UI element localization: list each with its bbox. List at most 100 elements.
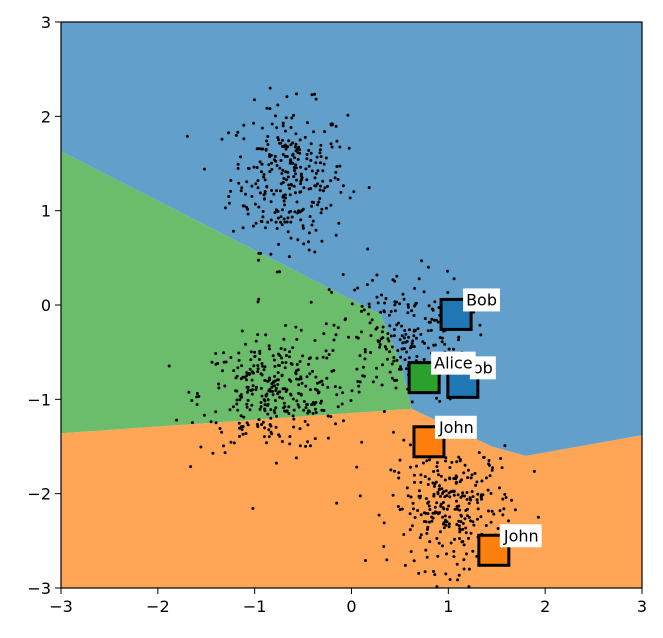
scatter-point bbox=[496, 527, 500, 530]
scatter-point bbox=[478, 323, 482, 327]
scatter-point bbox=[423, 475, 427, 479]
scatter-point bbox=[462, 543, 466, 547]
centroid-label: Alice bbox=[434, 354, 472, 373]
scatter-point bbox=[295, 363, 299, 366]
scatter-point bbox=[281, 138, 284, 142]
scatter-point bbox=[394, 386, 398, 390]
scatter-point bbox=[269, 218, 273, 222]
region-1 bbox=[61, 151, 412, 434]
scatter-point bbox=[389, 334, 393, 338]
decision-regions bbox=[61, 22, 642, 588]
scatter-point bbox=[469, 519, 473, 523]
scatter-point bbox=[466, 476, 470, 480]
scatter-point bbox=[321, 189, 325, 193]
scatter-point bbox=[458, 527, 462, 531]
scatter-point bbox=[421, 461, 425, 465]
scatter-point bbox=[315, 356, 319, 360]
scatter-point bbox=[439, 474, 443, 478]
scatter-point bbox=[412, 314, 416, 317]
scatter-point bbox=[441, 501, 445, 504]
scatter-point bbox=[289, 182, 293, 186]
scatter-point bbox=[259, 386, 263, 390]
scatter-point bbox=[387, 313, 391, 317]
scatter-point bbox=[267, 347, 271, 351]
scatter-point bbox=[438, 336, 442, 340]
scatter-point bbox=[347, 146, 351, 150]
scatter-point bbox=[461, 527, 465, 531]
scatter-point bbox=[418, 496, 422, 500]
scatter-point bbox=[307, 187, 311, 191]
scatter-point bbox=[491, 466, 495, 470]
scatter-point bbox=[293, 210, 297, 214]
scatter-point bbox=[195, 392, 199, 395]
scatter-point bbox=[299, 190, 303, 194]
scatter-point bbox=[376, 301, 380, 305]
scatter-point bbox=[245, 378, 248, 382]
scatter-point bbox=[273, 374, 277, 378]
scatter-point bbox=[245, 402, 249, 406]
scatter-point bbox=[222, 444, 225, 448]
scatter-point bbox=[398, 458, 402, 462]
scatter-point bbox=[427, 304, 431, 308]
scatter-point bbox=[465, 491, 469, 494]
scatter-point bbox=[487, 459, 491, 462]
scatter-point bbox=[285, 388, 289, 392]
scatter-point bbox=[246, 385, 250, 389]
scatter-point bbox=[249, 389, 253, 392]
scatter-point bbox=[536, 515, 540, 519]
scatter-point bbox=[310, 403, 314, 407]
scatter-point bbox=[318, 197, 322, 200]
scatter-point bbox=[237, 181, 241, 185]
scatter-point bbox=[388, 324, 392, 328]
centroid-label: ob bbox=[473, 358, 493, 377]
scatter-point bbox=[314, 411, 318, 414]
scatter-point bbox=[402, 438, 406, 442]
scatter-point bbox=[278, 189, 282, 193]
scatter-point bbox=[454, 480, 458, 484]
scatter-point bbox=[419, 332, 423, 336]
scatter-point bbox=[298, 427, 302, 431]
scatter-point bbox=[432, 494, 436, 498]
scatter-point bbox=[445, 552, 448, 556]
scatter-point bbox=[287, 405, 291, 409]
scatter-point bbox=[273, 411, 277, 415]
scatter-point bbox=[447, 525, 451, 529]
scatter-point bbox=[278, 395, 282, 399]
scatter-point bbox=[313, 250, 317, 254]
scatter-point bbox=[426, 512, 430, 516]
scatter-point bbox=[301, 354, 305, 358]
scatter-point bbox=[286, 230, 290, 234]
scatter-point bbox=[360, 330, 363, 334]
scatter-point bbox=[310, 200, 314, 204]
scatter-point bbox=[443, 514, 447, 518]
scatter-point bbox=[307, 248, 311, 252]
scatter-point bbox=[275, 189, 278, 193]
scatter-point bbox=[386, 332, 390, 336]
scatter-point bbox=[467, 585, 471, 588]
scatter-point bbox=[428, 458, 432, 462]
scatter-point bbox=[255, 166, 259, 169]
scatter-point bbox=[403, 329, 407, 332]
scatter-point bbox=[308, 388, 312, 392]
scatter-point bbox=[336, 178, 340, 181]
scatter-point bbox=[293, 156, 297, 160]
scatter-point bbox=[237, 358, 241, 362]
scatter-point bbox=[315, 381, 319, 385]
scatter-point bbox=[218, 427, 222, 430]
scatter-point bbox=[397, 471, 401, 475]
scatter-point bbox=[412, 334, 416, 338]
scatter-point bbox=[410, 400, 414, 404]
scatter-point bbox=[513, 508, 517, 512]
scatter-point bbox=[319, 143, 323, 147]
scatter-point bbox=[334, 170, 338, 174]
scatter-point bbox=[388, 370, 392, 374]
scatter-point bbox=[355, 465, 359, 469]
scatter-point bbox=[447, 504, 451, 508]
scatter-point bbox=[469, 531, 473, 535]
scatter-point bbox=[269, 430, 273, 434]
scatter-point bbox=[455, 562, 459, 566]
scatter-point bbox=[290, 362, 294, 366]
scatter-point bbox=[411, 501, 415, 505]
scatter-point bbox=[444, 572, 448, 576]
